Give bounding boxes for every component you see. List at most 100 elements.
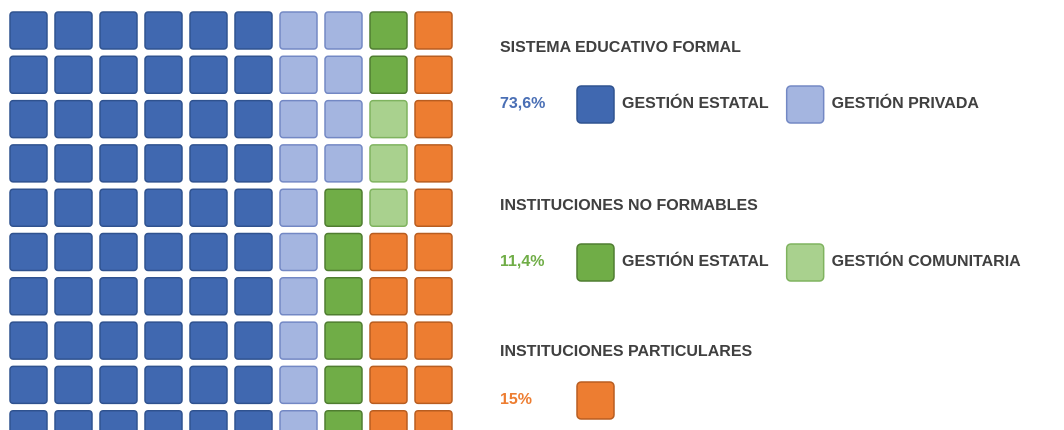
waffle-cell <box>414 365 453 405</box>
waffle-cell <box>54 99 93 139</box>
legend-label: GESTIÓN COMUNITARIA <box>832 251 1021 270</box>
waffle-cell <box>54 365 93 405</box>
waffle-cell <box>9 409 48 430</box>
waffle-cell <box>99 409 138 430</box>
waffle-cell <box>144 99 183 139</box>
group-title: INSTITUCIONES NO FORMABLES <box>500 197 758 214</box>
waffle-cell <box>189 409 228 430</box>
waffle-cell <box>99 277 138 316</box>
waffle-cell <box>9 55 48 95</box>
waffle-cell <box>414 232 453 272</box>
waffle-cell <box>99 188 138 227</box>
waffle-cell <box>369 11 408 50</box>
waffle-cell <box>189 365 228 405</box>
waffle-cell <box>144 277 183 316</box>
waffle-cell <box>54 11 93 50</box>
waffle-cell <box>279 409 318 430</box>
waffle-cell <box>99 232 138 272</box>
waffle-cell <box>234 321 273 360</box>
waffle-cell <box>54 144 93 183</box>
waffle-cell <box>234 232 273 272</box>
waffle-cell <box>414 144 453 183</box>
waffle-cell <box>414 99 453 139</box>
waffle-cell <box>144 144 183 183</box>
waffle-cell <box>9 188 48 227</box>
waffle-cell <box>234 409 273 430</box>
waffle-cell <box>144 55 183 95</box>
waffle-cell <box>189 99 228 139</box>
waffle-cell <box>54 409 93 430</box>
waffle-cell <box>99 365 138 405</box>
waffle-cell <box>144 365 183 405</box>
waffle-cell <box>9 321 48 360</box>
waffle-cell <box>279 188 318 227</box>
group-title: INSTITUCIONES PARTICULARES <box>500 343 752 360</box>
waffle-cell <box>369 409 408 430</box>
waffle-cell <box>324 188 363 227</box>
waffle-cell <box>369 188 408 227</box>
waffle-cell <box>9 277 48 316</box>
waffle-cell <box>279 11 318 50</box>
waffle-cell <box>324 277 363 316</box>
waffle-cell <box>99 55 138 95</box>
waffle-cell <box>324 144 363 183</box>
waffle-cell <box>279 232 318 272</box>
waffle-cell <box>9 232 48 272</box>
waffle-cell <box>324 321 363 360</box>
waffle-cell <box>414 55 453 95</box>
legend-swatch <box>576 243 615 282</box>
waffle-cell <box>189 55 228 95</box>
waffle-cell <box>414 409 453 430</box>
waffle-cell <box>369 144 408 183</box>
waffle-cell <box>414 188 453 227</box>
waffle-cell <box>234 188 273 227</box>
group-percent: 15% <box>500 391 532 408</box>
waffle-cell <box>324 99 363 139</box>
waffle-cell <box>369 365 408 405</box>
waffle-cell <box>279 277 318 316</box>
waffle-cell <box>9 99 48 139</box>
waffle-cell <box>54 321 93 360</box>
waffle-cell <box>234 55 273 95</box>
waffle-cell <box>369 99 408 139</box>
legend-swatch <box>576 381 615 420</box>
waffle-cell <box>279 321 318 360</box>
legend-swatch <box>576 85 615 124</box>
waffle-cell <box>234 11 273 50</box>
waffle-cell <box>324 409 363 430</box>
waffle-cell <box>54 188 93 227</box>
waffle-cell <box>189 188 228 227</box>
group-percent: 11,4% <box>500 253 544 270</box>
waffle-cell <box>189 232 228 272</box>
waffle-cell <box>279 99 318 139</box>
waffle-cell <box>54 55 93 95</box>
waffle-cell <box>144 188 183 227</box>
waffle-cell <box>189 11 228 50</box>
waffle-cell <box>144 11 183 50</box>
waffle-cell <box>9 144 48 183</box>
waffle-cell <box>9 11 48 50</box>
waffle-cell <box>144 409 183 430</box>
waffle-cell <box>144 232 183 272</box>
waffle-cell <box>144 321 183 360</box>
waffle-cell <box>324 232 363 272</box>
waffle-cell <box>414 321 453 360</box>
waffle-cell <box>279 55 318 95</box>
waffle-cell <box>369 277 408 316</box>
waffle-cell <box>279 365 318 405</box>
waffle-cell <box>99 11 138 50</box>
waffle-cell <box>99 321 138 360</box>
legend-label: GESTIÓN ESTATAL <box>622 93 769 112</box>
waffle-cell <box>54 277 93 316</box>
group-percent: 73,6% <box>500 95 545 112</box>
waffle-cell <box>369 55 408 95</box>
waffle-cell <box>324 11 363 50</box>
legend-label: GESTIÓN PRIVADA <box>832 93 980 112</box>
group-title: SISTEMA EDUCATIVO FORMAL <box>500 39 741 56</box>
legend-swatch <box>785 243 825 282</box>
waffle-cell <box>99 144 138 183</box>
waffle-cell <box>414 11 453 50</box>
waffle-cell <box>234 144 273 183</box>
